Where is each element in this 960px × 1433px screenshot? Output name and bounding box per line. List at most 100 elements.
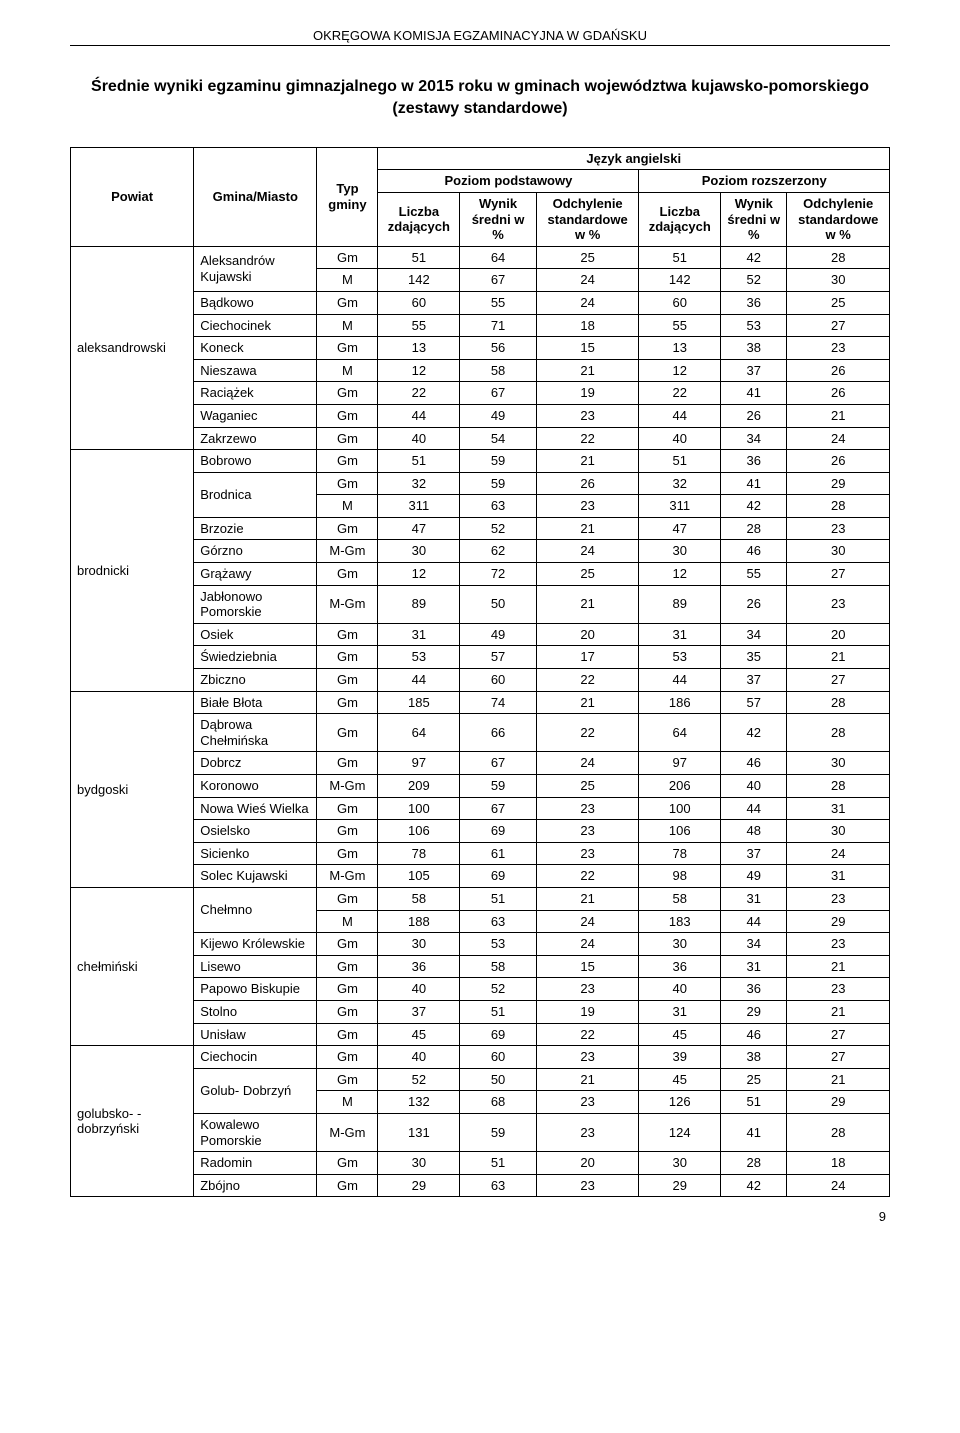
cell-m1: 52	[460, 517, 537, 540]
col-m1: Wynik średni w %	[460, 192, 537, 246]
cell-s2: 28	[787, 714, 890, 752]
col-ext: Poziom rozszerzony	[639, 170, 890, 193]
col-gmina: Gmina/Miasto	[194, 147, 317, 246]
cell-n2: 30	[639, 933, 721, 956]
cell-n2: 30	[639, 540, 721, 563]
cell-s1: 21	[536, 1068, 639, 1091]
cell-typ: Gm	[317, 291, 378, 314]
cell-s2: 31	[787, 797, 890, 820]
cell-m2: 25	[721, 1068, 787, 1091]
cell-m1: 69	[460, 865, 537, 888]
table-row: chełmińskiChełmnoGm585121583123	[71, 887, 890, 910]
cell-typ: Gm	[317, 337, 378, 360]
col-n1: Liczba zdających	[378, 192, 460, 246]
cell-n2: 45	[639, 1068, 721, 1091]
cell-m2: 51	[721, 1091, 787, 1114]
table-row: NieszawaM125821123726	[71, 359, 890, 382]
cell-s2: 30	[787, 540, 890, 563]
cell-s1: 24	[536, 269, 639, 292]
table-row: Kijewo KrólewskieGm305324303423	[71, 933, 890, 956]
cell-s2: 28	[787, 1113, 890, 1151]
cell-m2: 28	[721, 517, 787, 540]
cell-s2: 30	[787, 269, 890, 292]
cell-typ: Gm	[317, 1152, 378, 1175]
table-row: Nowa Wieś WielkaGm10067231004431	[71, 797, 890, 820]
cell-n1: 12	[378, 563, 460, 586]
cell-m1: 64	[460, 246, 537, 269]
table-row: golubsko- -dobrzyńskiCiechocinGm40602339…	[71, 1046, 890, 1069]
cell-gmina: Zbójno	[194, 1174, 317, 1197]
cell-gmina: Kowalewo Pomorskie	[194, 1113, 317, 1151]
cell-gmina: Bobrowo	[194, 450, 317, 473]
cell-n1: 60	[378, 291, 460, 314]
cell-gmina: Brodnica	[194, 472, 317, 517]
cell-m1: 58	[460, 359, 537, 382]
cell-typ: M	[317, 1091, 378, 1114]
cell-gmina: Aleksandrów Kujawski	[194, 246, 317, 291]
cell-n1: 97	[378, 752, 460, 775]
cell-s2: 27	[787, 1023, 890, 1046]
cell-s2: 21	[787, 404, 890, 427]
cell-s2: 18	[787, 1152, 890, 1175]
cell-n1: 53	[378, 646, 460, 669]
cell-s2: 27	[787, 314, 890, 337]
cell-s1: 22	[536, 669, 639, 692]
table-row: UnisławGm456922454627	[71, 1023, 890, 1046]
cell-m2: 46	[721, 752, 787, 775]
cell-s2: 29	[787, 1091, 890, 1114]
cell-s1: 23	[536, 842, 639, 865]
cell-n1: 105	[378, 865, 460, 888]
cell-s1: 24	[536, 910, 639, 933]
cell-powiat: chełmiński	[71, 887, 194, 1045]
cell-typ: Gm	[317, 933, 378, 956]
table-row: ZakrzewoGm405422403424	[71, 427, 890, 450]
cell-s1: 23	[536, 1046, 639, 1069]
table-row: ZbójnoGm296323294224	[71, 1174, 890, 1197]
cell-s2: 27	[787, 1046, 890, 1069]
cell-m2: 29	[721, 1000, 787, 1023]
cell-m1: 53	[460, 933, 537, 956]
cell-m1: 74	[460, 691, 537, 714]
table-row: brodnickiBobrowoGm515921513626	[71, 450, 890, 473]
cell-n1: 78	[378, 842, 460, 865]
cell-n1: 30	[378, 933, 460, 956]
page-title: Średnie wyniki egzaminu gimnazjalnego w …	[70, 76, 890, 121]
cell-n1: 52	[378, 1068, 460, 1091]
cell-typ: Gm	[317, 404, 378, 427]
col-typ: Typ gminy	[317, 147, 378, 246]
cell-s1: 18	[536, 314, 639, 337]
cell-s1: 23	[536, 1091, 639, 1114]
cell-n2: 78	[639, 842, 721, 865]
cell-m1: 67	[460, 752, 537, 775]
cell-gmina: Osielsko	[194, 820, 317, 843]
cell-n2: 64	[639, 714, 721, 752]
cell-n1: 40	[378, 427, 460, 450]
cell-gmina: Białe Błota	[194, 691, 317, 714]
cell-gmina: Papowo Biskupie	[194, 978, 317, 1001]
cell-s1: 21	[536, 450, 639, 473]
cell-m1: 63	[460, 495, 537, 518]
cell-s2: 21	[787, 1000, 890, 1023]
cell-m2: 26	[721, 404, 787, 427]
cell-n2: 106	[639, 820, 721, 843]
cell-n2: 30	[639, 1152, 721, 1175]
table-row: RaciążekGm226719224126	[71, 382, 890, 405]
cell-m1: 66	[460, 714, 537, 752]
cell-gmina: Bądkowo	[194, 291, 317, 314]
cell-s1: 19	[536, 382, 639, 405]
cell-n1: 188	[378, 910, 460, 933]
col-powiat: Powiat	[71, 147, 194, 246]
cell-typ: Gm	[317, 691, 378, 714]
cell-n2: 36	[639, 955, 721, 978]
cell-m1: 59	[460, 775, 537, 798]
col-s1: Odchylenie standardowe w %	[536, 192, 639, 246]
cell-s1: 15	[536, 337, 639, 360]
cell-powiat: brodnicki	[71, 450, 194, 692]
cell-s1: 24	[536, 752, 639, 775]
cell-typ: Gm	[317, 842, 378, 865]
cell-gmina: Grążawy	[194, 563, 317, 586]
cell-s1: 15	[536, 955, 639, 978]
cell-m1: 60	[460, 669, 537, 692]
table-row: DobrczGm976724974630	[71, 752, 890, 775]
cell-gmina: Osiek	[194, 623, 317, 646]
